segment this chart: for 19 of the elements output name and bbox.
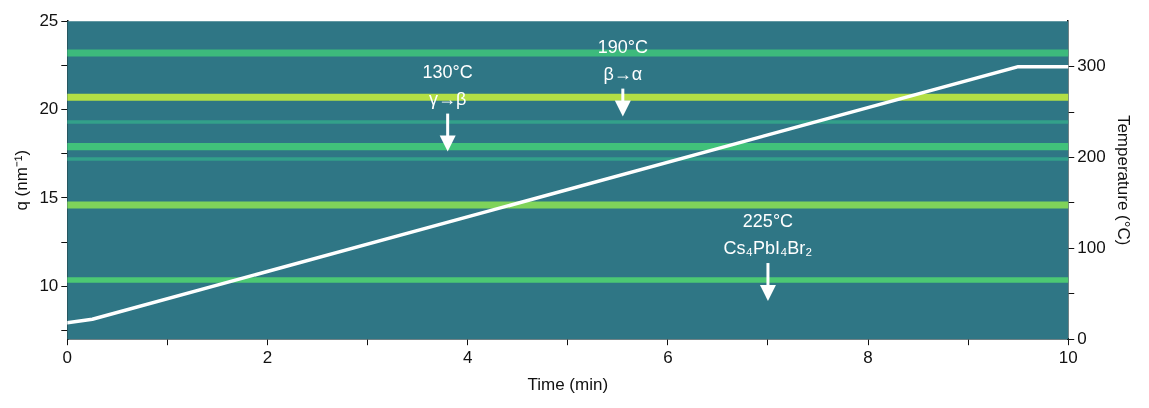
y-tick-label: 20 xyxy=(39,99,59,119)
y-tick-label: 25 xyxy=(39,10,59,30)
x-axis-title: Time (min) xyxy=(527,375,609,395)
x-tick-label: 4 xyxy=(462,348,473,368)
y2-tick-label: 0 xyxy=(1077,328,1087,348)
x-tick-label: 6 xyxy=(663,348,673,368)
annotation: 225°C Cs₄PbI₄Br₂ xyxy=(723,211,813,259)
x-tick-label: 10 xyxy=(1058,348,1078,368)
annotation: 190°C β→α xyxy=(597,36,648,84)
y2-axis-title: Temperature (°C) xyxy=(1114,114,1134,246)
y2-tick-label: 300 xyxy=(1077,56,1106,76)
x-tick-label: 8 xyxy=(863,348,873,368)
y-axis-title: q (nm⁻¹) xyxy=(11,149,31,211)
x-tick-label: 2 xyxy=(262,348,273,368)
y2-tick-label: 200 xyxy=(1077,147,1106,167)
y-tick-label: 15 xyxy=(39,187,59,207)
x-tick-label: 0 xyxy=(62,348,73,368)
y2-tick-label: 100 xyxy=(1077,238,1106,258)
y-tick-label: 10 xyxy=(39,275,59,295)
